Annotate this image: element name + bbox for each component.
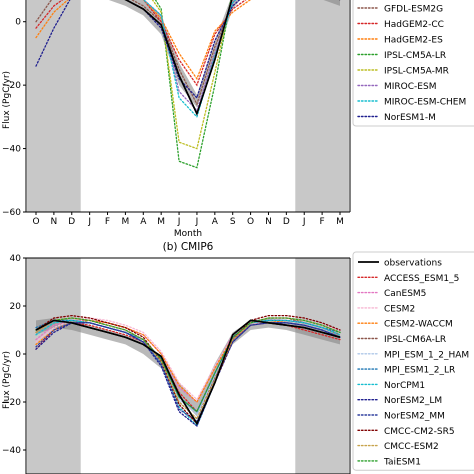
panel-title: (b) CMIP6 — [163, 241, 214, 253]
y-tick-label: 20 — [10, 302, 22, 312]
y-tick-label: −20 — [2, 398, 21, 408]
y-axis-label: Flux (PgC/yr) — [2, 71, 12, 129]
legend-entry: MIROC-ESM-CHEM — [384, 98, 466, 108]
series-line-observations — [124, 0, 340, 116]
y-axis-label: Flux (PgC/yr) — [2, 351, 12, 409]
x-tick-label: M — [122, 217, 130, 227]
x-tick-label: S — [230, 217, 236, 227]
uncertainty-band — [36, 318, 340, 417]
x-tick-label: J — [177, 217, 181, 227]
legend-entry: MPI_ESM1_2_LR — [384, 366, 455, 376]
panel-b: −40 −20 0 20 40 Flux (PgC/yr) (b) CMIP6 observa… — [2, 241, 474, 474]
series-line-observations-top — [35, 319, 341, 426]
shaded-region — [295, 258, 349, 474]
y-tick-label: 40 — [10, 254, 22, 264]
legend-entry: NorESM2_LM — [384, 396, 442, 406]
legend-entry: TaiESM1 — [383, 457, 421, 467]
x-tick-label: M — [157, 217, 165, 227]
x-tick-label: A — [212, 217, 219, 227]
legend-entry: CESM2 — [384, 304, 415, 314]
series-line-miroc-esm — [142, 0, 237, 112]
legend-b: observations ACCESS_ESM1_5 CanESM5 CESM2 CES… — [352, 251, 474, 471]
legend-entry: NorESM1-M — [384, 113, 436, 123]
legend-entry: IPSL-CM6A-LR — [384, 335, 446, 345]
series-line-observations-top — [124, 0, 340, 116]
legend-entry: CanESM5 — [384, 289, 426, 299]
x-tick-label: F — [320, 217, 325, 227]
y-tick-label: 0 — [15, 350, 21, 360]
series-line-gfdl-esm2g — [35, 0, 341, 106]
series-line-miroc-esm-chem — [142, 0, 237, 119]
shaded-region — [27, 258, 81, 474]
x-tick-label: O — [32, 217, 39, 227]
x-tick-label: J — [87, 217, 91, 227]
series-line-cmcc-cm2-sr5 — [35, 314, 341, 425]
shaded-region — [295, 0, 349, 212]
x-tick-label: N — [51, 217, 58, 227]
shaded-region — [27, 0, 81, 212]
legend-entry: HadGEM2-ES — [384, 36, 443, 46]
series-line-ipsl-cm5a-mr — [151, 0, 232, 150]
plot-area-a — [27, 0, 349, 212]
legend-entry: CESM2-WACCM — [384, 320, 453, 330]
series-line-hadgem2-es — [35, 0, 252, 81]
y-tick-label: −40 — [2, 446, 21, 456]
x-axis-label: Month — [174, 229, 202, 239]
plot-area-b — [27, 258, 349, 474]
series-line-ipsl-cm5a-lr — [154, 0, 232, 169]
x-tick-label: J — [195, 217, 199, 227]
legend-entry: ACCESS_ESM1_5 — [384, 274, 459, 284]
y-tick-label: −40 — [2, 145, 21, 155]
legend-box — [352, 0, 474, 127]
legend-entry: CMCC-ESM2 — [384, 442, 439, 452]
x-tick-label: A — [140, 217, 147, 227]
series-line-noresm2-mm — [35, 322, 341, 423]
legend-entry: CMCC-CM2-SR5 — [384, 427, 455, 437]
legend-entry: MIROC-ESM — [384, 82, 436, 92]
legend-entry: IPSL-CM5A-LR — [384, 51, 446, 61]
legend-entry: HadGEM2-CC — [384, 20, 444, 30]
legend-entry: GFDL-ESM2G — [384, 5, 443, 15]
series-line-noresm2-lm — [35, 322, 341, 428]
x-tick-label: M — [336, 217, 344, 227]
x-tick-label: D — [283, 217, 290, 227]
x-tick-label: J — [302, 217, 306, 227]
legend-entry: MPI_ESM_1_2_HAM — [384, 350, 469, 360]
legend-box — [352, 251, 474, 471]
series-line-taiesm1 — [35, 317, 341, 413]
legend-entry: NorCPM1 — [384, 381, 425, 391]
y-tick-label: −20 — [2, 81, 21, 91]
y-tick-label: 0 — [15, 18, 21, 28]
series-line-hadgem2-cc — [35, 0, 247, 87]
legend-a: GFDL-ESM2G HadGEM2-CC HadGEM2-ES IPSL-CM5A-… — [352, 0, 474, 127]
legend-entry: observations — [384, 259, 442, 269]
x-tick-label: N — [265, 217, 272, 227]
uncertainty-band — [108, 0, 340, 108]
y-tick-label: −60 — [2, 208, 21, 218]
x-tick-label: F — [105, 217, 110, 227]
x-tick-label: O — [247, 217, 254, 227]
x-tick-label: D — [68, 217, 75, 227]
legend-entry: IPSL-CM5A-MR — [384, 67, 449, 77]
legend-entry: NorESM2_MM — [384, 412, 445, 422]
